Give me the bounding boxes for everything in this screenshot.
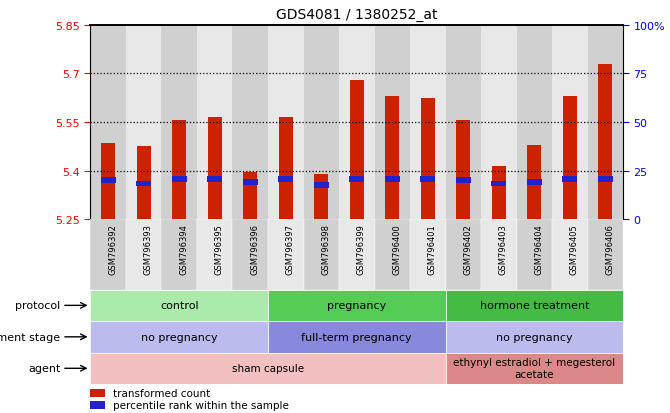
Bar (90, 220, 126, 290)
Text: GSM796400: GSM796400 (392, 223, 401, 274)
Bar (598, 64, 612, 220)
Bar (481, 26, 517, 220)
Bar (349, 176, 364, 182)
Text: agent: agent (28, 363, 60, 373)
Bar (314, 174, 328, 220)
Text: GSM796398: GSM796398 (321, 223, 330, 274)
Text: no pregnancy: no pregnancy (141, 332, 218, 342)
Bar (562, 176, 578, 182)
Bar (314, 183, 329, 189)
Bar (304, 26, 339, 220)
Bar (375, 220, 410, 290)
Bar (90, 321, 268, 353)
Bar (101, 144, 115, 220)
Bar (100, 178, 116, 184)
Bar (278, 176, 293, 182)
Text: GSM796402: GSM796402 (463, 223, 472, 274)
Text: sham capsule: sham capsule (232, 363, 304, 373)
Text: GSM796392: GSM796392 (109, 223, 117, 274)
Bar (126, 26, 161, 220)
Bar (446, 321, 623, 353)
Title: GDS4081 / 1380252_at: GDS4081 / 1380252_at (276, 8, 438, 22)
Bar (350, 81, 364, 220)
Text: GSM796406: GSM796406 (605, 223, 614, 274)
Bar (232, 220, 268, 290)
Text: pregnancy: pregnancy (327, 301, 387, 311)
Bar (268, 26, 304, 220)
Bar (420, 176, 436, 182)
Bar (268, 290, 446, 321)
Bar (421, 98, 435, 220)
Text: transformed count: transformed count (113, 388, 210, 398)
Bar (126, 220, 161, 290)
Bar (456, 121, 470, 220)
Bar (552, 26, 588, 220)
Bar (339, 220, 375, 290)
Text: GSM796405: GSM796405 (570, 223, 579, 274)
Bar (90, 26, 126, 220)
Bar (385, 97, 399, 220)
Text: GSM796404: GSM796404 (534, 223, 543, 274)
Bar (172, 176, 187, 182)
Bar (446, 220, 481, 290)
Bar (527, 145, 541, 220)
Text: GSM796403: GSM796403 (498, 223, 508, 274)
Text: full-term pregnancy: full-term pregnancy (302, 332, 412, 342)
Text: GSM796395: GSM796395 (214, 223, 224, 274)
Bar (456, 178, 471, 184)
Bar (375, 26, 410, 220)
Bar (243, 180, 258, 185)
Bar (446, 26, 481, 220)
Bar (243, 173, 257, 220)
Text: ethynyl estradiol + megesterol
acetate: ethynyl estradiol + megesterol acetate (454, 358, 615, 379)
Bar (232, 26, 268, 220)
Text: GSM796401: GSM796401 (427, 223, 437, 274)
Bar (197, 26, 232, 220)
Bar (552, 220, 588, 290)
Bar (481, 220, 517, 290)
Text: no pregnancy: no pregnancy (496, 332, 573, 342)
Bar (588, 220, 623, 290)
Bar (172, 121, 186, 220)
Bar (527, 180, 542, 185)
Bar (410, 220, 446, 290)
Bar (598, 176, 613, 182)
Bar (588, 26, 623, 220)
Text: GSM796394: GSM796394 (179, 223, 188, 274)
Bar (208, 118, 222, 220)
Text: GSM796399: GSM796399 (356, 223, 366, 274)
Bar (90, 401, 105, 409)
Bar (339, 26, 375, 220)
Bar (161, 26, 197, 220)
Text: hormone treatment: hormone treatment (480, 301, 589, 311)
Bar (279, 118, 293, 220)
Text: GSM796396: GSM796396 (250, 223, 259, 274)
Bar (268, 321, 446, 353)
Bar (446, 353, 623, 384)
Bar (136, 181, 151, 187)
Text: percentile rank within the sample: percentile rank within the sample (113, 400, 288, 410)
Bar (304, 220, 339, 290)
Text: protocol: protocol (15, 301, 60, 311)
Bar (137, 147, 151, 220)
Bar (90, 290, 268, 321)
Bar (161, 220, 197, 290)
Bar (90, 389, 105, 397)
Bar (197, 220, 232, 290)
Bar (410, 26, 446, 220)
Bar (517, 220, 552, 290)
Bar (268, 220, 304, 290)
Text: GSM796397: GSM796397 (285, 223, 295, 274)
Bar (517, 26, 552, 220)
Bar (491, 181, 507, 187)
Text: development stage: development stage (0, 332, 60, 342)
Bar (207, 176, 222, 182)
Bar (563, 97, 577, 220)
Bar (492, 166, 506, 220)
Bar (90, 353, 446, 384)
Text: control: control (160, 301, 198, 311)
Bar (385, 176, 400, 182)
Bar (446, 290, 623, 321)
Text: GSM796393: GSM796393 (143, 223, 153, 274)
